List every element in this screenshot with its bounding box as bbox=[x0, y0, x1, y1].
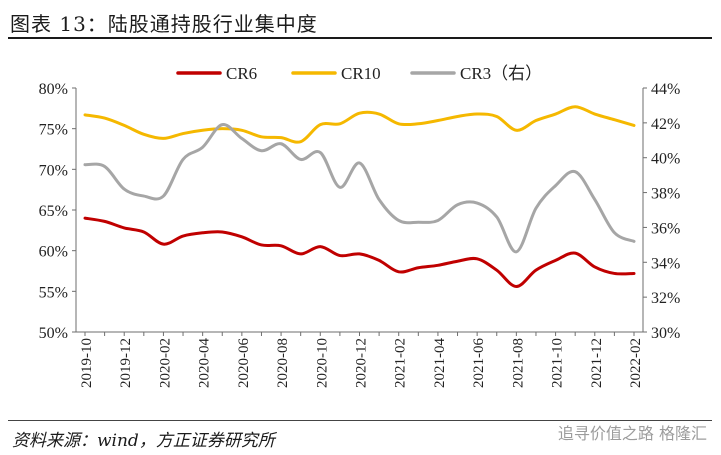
x-tick-label: 2021-08 bbox=[510, 338, 526, 388]
x-tick-label: 2019-10 bbox=[79, 338, 95, 388]
source-note: 资料来源：wind，方正证券研究所 bbox=[12, 431, 275, 451]
left-tick-label: 75% bbox=[39, 122, 68, 139]
left-tick-label: 70% bbox=[39, 162, 68, 179]
right-tick-label: 34% bbox=[651, 255, 680, 272]
left-tick-label: 55% bbox=[39, 284, 68, 301]
x-tick-label: 2019-12 bbox=[118, 338, 134, 388]
chart-container: 50% 55% 60% 65% 70% 75% 80% 30% 32% 34% 36% 38% 40% 4… bbox=[0, 40, 721, 420]
x-tick-label: 2020-04 bbox=[197, 338, 213, 388]
figure-title: 图表 13：陆股通持股行业集中度 bbox=[10, 12, 318, 36]
legend-label: CR10 bbox=[341, 64, 381, 83]
bottom-rule bbox=[8, 420, 712, 421]
x-tick-label: 2021-04 bbox=[432, 338, 448, 388]
series-line-cr3 bbox=[83, 123, 636, 254]
x-tick-label: 2020-06 bbox=[236, 338, 252, 388]
right-tick-label: 36% bbox=[651, 220, 680, 237]
legend-label: CR6 bbox=[226, 64, 257, 83]
x-tick-label: 2021-02 bbox=[393, 338, 409, 388]
x-tick-label: 2020-10 bbox=[314, 338, 330, 388]
series-line-cr10 bbox=[83, 105, 636, 144]
watermark: 追寻价值之路 格隆汇 bbox=[557, 424, 707, 443]
right-tick-label: 30% bbox=[651, 325, 680, 342]
x-tick-label: 2020-12 bbox=[354, 338, 370, 388]
legend-label: CR3（右） bbox=[460, 64, 542, 83]
left-tick-label: 80% bbox=[39, 81, 68, 98]
left-tick-label: 65% bbox=[39, 203, 68, 220]
right-tick-label: 44% bbox=[651, 81, 680, 98]
x-tick-label: 2020-08 bbox=[275, 338, 291, 388]
x-tick-label: 2021-10 bbox=[550, 338, 566, 388]
x-tick-label: 2021-06 bbox=[471, 338, 487, 388]
series-line-cr6 bbox=[83, 216, 636, 288]
left-tick-label: 50% bbox=[39, 325, 68, 342]
title-rule bbox=[8, 37, 712, 39]
right-tick-label: 32% bbox=[651, 290, 680, 307]
right-tick-label: 40% bbox=[651, 151, 680, 168]
left-tick-label: 60% bbox=[39, 244, 68, 261]
line-chart: 50% 55% 60% 65% 70% 75% 80% 30% 32% 34% 36% 38% 40% 4… bbox=[39, 64, 681, 388]
x-tick-label: 2021-12 bbox=[589, 338, 605, 388]
right-tick-label: 38% bbox=[651, 186, 680, 203]
x-tick-label: 2020-02 bbox=[157, 338, 173, 388]
x-tick-label: 2022-02 bbox=[628, 338, 644, 388]
right-tick-label: 42% bbox=[651, 116, 680, 133]
